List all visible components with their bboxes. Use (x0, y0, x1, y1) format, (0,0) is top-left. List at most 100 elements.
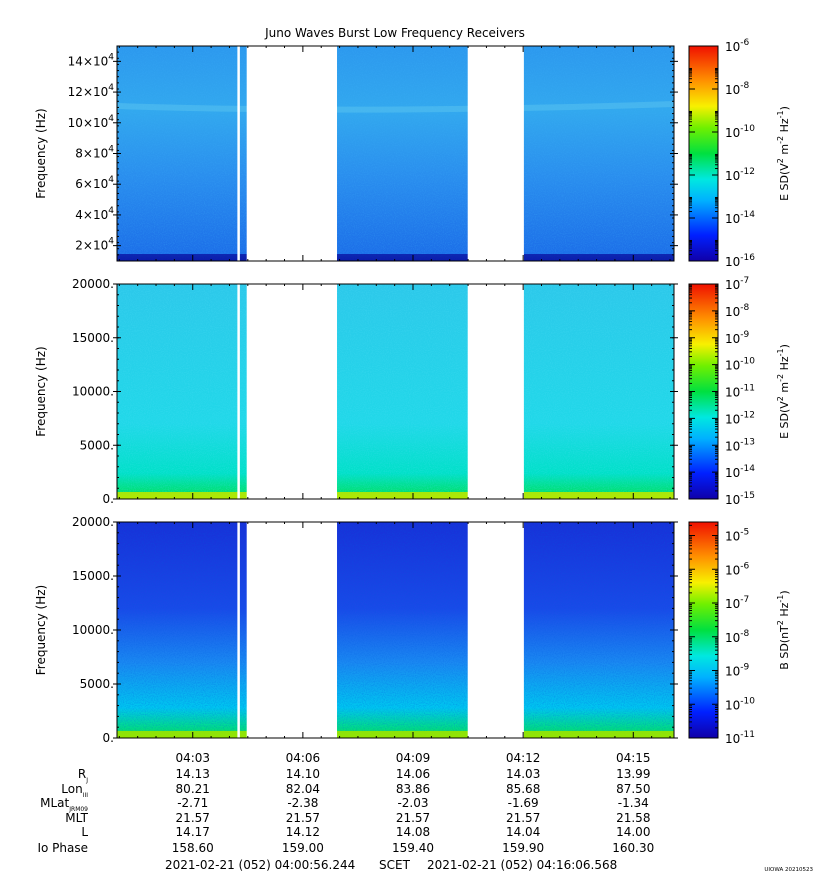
uiowa-stamp: UIOWA 20210523 (764, 867, 813, 873)
panels: 2×1044×1046×1048×10410×10412×10414×104Fr… (34, 45, 678, 745)
colorbar-tick-label: 10-11 (725, 384, 755, 400)
colorbar-tick-exponent: -14 (740, 210, 755, 220)
chart-title: Juno Waves Burst Low Frequency Receivers (264, 26, 525, 40)
y-tick-mantissa: 4×10 (75, 208, 108, 222)
data-gap-1 (246, 283, 338, 500)
colorbar-tick-exponent: -8 (740, 629, 749, 639)
time-tick-label: 04:09 (396, 751, 431, 765)
spectrogram-noise (117, 284, 674, 499)
colorbar-tick-label: 10-9 (725, 663, 750, 679)
colorbar-tick-base: 10 (725, 466, 740, 480)
colorbar-label-text: m (778, 382, 791, 396)
y-tick-label: 15000. (72, 331, 114, 345)
colorbar-tick-label: 10-12 (725, 410, 755, 426)
colorbar-tick-label: 10-5 (725, 528, 749, 544)
ephemeris-value: 82.04 (286, 782, 320, 796)
y-tick-mantissa: 6×10 (75, 177, 108, 191)
ephemeris-value: 14.00 (616, 825, 650, 839)
colorbar-2: 10-1510-1410-1310-1210-1110-1010-910-810… (688, 276, 791, 507)
colorbar-label-sup: -2 (776, 374, 785, 382)
colorbar-label-sup: -1 (776, 110, 785, 118)
ephemeris-row-label: Io Phase (37, 841, 88, 855)
colorbar-tick-label: 10-6 (725, 38, 750, 54)
scet-label: SCET (379, 858, 411, 872)
spectrogram-noise (117, 46, 674, 261)
low-frequency-band (117, 254, 674, 261)
colorbar-tick-base: 10 (725, 386, 740, 400)
ephemeris-row-label-sub: III (83, 792, 89, 799)
colorbar-label-sup: -1 (776, 348, 785, 356)
colorbar-tick-label: 10-6 (725, 561, 750, 577)
ephemeris-value: 21.57 (286, 811, 320, 825)
spectrogram-panel-2: 0. 5000. 10000. 15000. 20000. Frequency (Hz) (34, 277, 678, 506)
y-tick-label: 0. (103, 731, 114, 745)
y-tick-label: 5000. (80, 677, 114, 691)
colorbar-tick-label: 10-9 (725, 330, 750, 346)
ephemeris-value: 159.40 (392, 841, 434, 855)
ephemeris-value: 159.00 (282, 841, 324, 855)
ephemeris-value: 158.60 (172, 841, 214, 855)
colorbar-tick-exponent: -13 (740, 437, 755, 447)
ephemeris-value: 87.50 (616, 782, 650, 796)
colorbar-tick-base: 10 (725, 169, 740, 183)
colorbar-tick-exponent: -10 (740, 696, 755, 706)
colorbar-label-text: E SD(V (778, 163, 791, 201)
time-tick-label: 04:06 (286, 751, 321, 765)
ephemeris-value: -1.69 (508, 796, 539, 810)
colorbar-tick-label: 10-10 (725, 124, 755, 140)
colorbar-tick-exponent: -11 (740, 730, 755, 740)
colorbar-tick-base: 10 (725, 83, 740, 97)
colorbar-label: E SD(V2 m-2 Hz-1) (776, 344, 791, 439)
spectrogram-noise (117, 522, 674, 738)
data-gap-1 (246, 521, 338, 739)
colorbar-tick-exponent: -8 (740, 303, 749, 313)
colorbar-tick-exponent: -10 (740, 124, 755, 134)
colorbar-tick-exponent: -6 (740, 38, 749, 48)
ephemeris-value: -2.03 (397, 796, 428, 810)
data-gap-2 (467, 521, 524, 739)
colorbar-label-sup: 2 (776, 396, 785, 401)
colorbar-tick-exponent: -11 (740, 384, 755, 394)
y-tick-label: 20000. (72, 277, 114, 291)
colorbar-tick-base: 10 (725, 665, 740, 679)
colorbar-tick-exponent: -15 (740, 491, 755, 501)
time-start: 2021-02-21 (052) 04:00:56.244 (165, 858, 355, 872)
ephemeris-value: -1.34 (618, 796, 649, 810)
ephemeris-row-label-main: L (81, 825, 88, 839)
ephemeris-row-label-main: Io Phase (37, 841, 88, 855)
colorbar-label-text: ) (778, 590, 791, 594)
y-tick-label: 14×104 (68, 52, 115, 68)
colorbar-tick-label: 10-14 (725, 464, 755, 480)
y-tick-label: 15000. (72, 569, 114, 583)
y-tick-label: 20000. (72, 515, 114, 529)
colorbar-tick-label: 10-8 (725, 629, 750, 645)
y-tick-mantissa: 10×10 (68, 116, 109, 130)
y-tick-exponent: 4 (108, 175, 114, 185)
y-tick-mantissa: 2×10 (75, 239, 108, 253)
colorbar-tick-base: 10 (725, 212, 740, 226)
colorbar-tick-base: 10 (725, 563, 740, 577)
colorbar-tick-exponent: -7 (740, 276, 749, 286)
ephemeris-value: -2.71 (177, 796, 208, 810)
y-tick-exponent: 4 (108, 237, 114, 247)
y-tick-label: 0. (103, 492, 114, 506)
colorbar-label-sup: 2 (776, 620, 785, 625)
colorbar-tick-label: 10-10 (725, 357, 755, 373)
y-tick-label: 10×104 (68, 114, 115, 130)
colorbar-tick-label: 10-13 (725, 437, 755, 453)
y-tick-exponent: 4 (108, 145, 114, 155)
colorbar-tick-label: 10-8 (725, 81, 750, 97)
data-gap-2 (467, 45, 524, 262)
colorbar-tick-label: 10-15 (725, 491, 755, 507)
colorbar-tick-exponent: -9 (740, 663, 749, 673)
colorbar-tick-base: 10 (725, 493, 740, 507)
y-tick-label: 12×104 (68, 83, 115, 99)
ephemeris-value: 14.12 (286, 825, 320, 839)
y-axis-label: Frequency (Hz) (34, 108, 48, 199)
ephemeris-value: 14.17 (176, 825, 210, 839)
colorbar-tick-base: 10 (725, 698, 740, 712)
ephemeris-value: 21.57 (396, 811, 430, 825)
